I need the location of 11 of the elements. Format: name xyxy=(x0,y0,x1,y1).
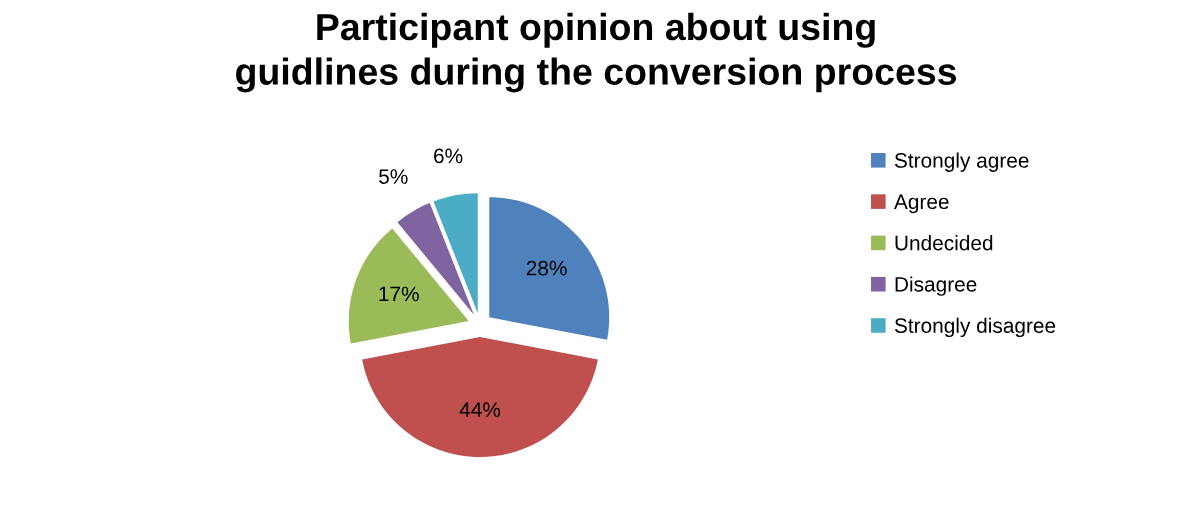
data-label: 28% xyxy=(526,260,567,276)
legend-label: Disagree xyxy=(895,276,977,296)
legend-label: Strongly agree xyxy=(894,152,1029,172)
legend-label: Agree xyxy=(893,194,949,214)
legend-label: Undecided xyxy=(895,235,993,251)
data-label: 5% xyxy=(379,169,408,184)
legend-label: Strongly disagree xyxy=(894,317,1056,338)
data-label: 6% xyxy=(434,148,463,164)
data-label: 17% xyxy=(379,286,419,302)
chart-title: Participant opinion about using guidlines during the conversion process xyxy=(236,12,957,93)
data-label: 44% xyxy=(459,402,501,417)
